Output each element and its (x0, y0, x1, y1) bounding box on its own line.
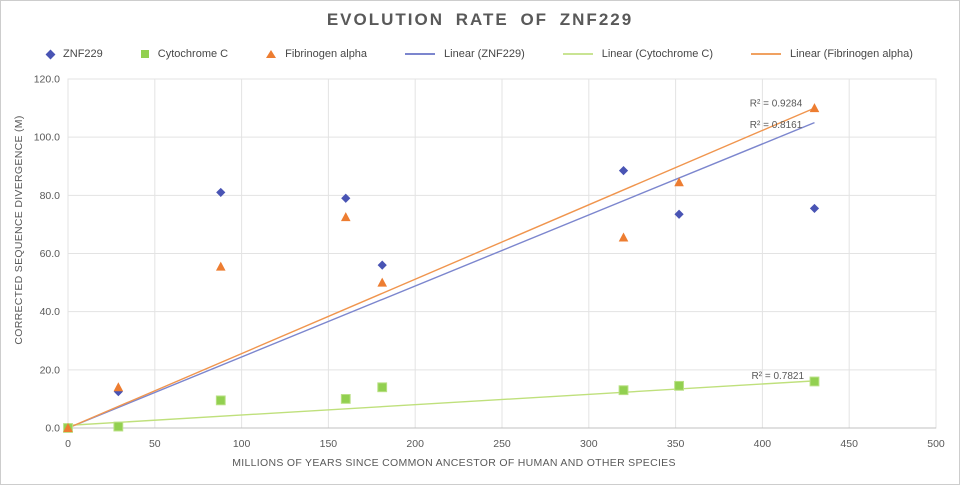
x-tick-label: 100 (233, 438, 251, 450)
x-tick-label: 350 (667, 438, 685, 450)
y-tick-label: 100.0 (34, 132, 60, 144)
x-tick-label: 0 (65, 438, 71, 450)
trendline-linear-znf229 (67, 121, 815, 429)
data-point-triangle (340, 212, 351, 222)
data-point-square (377, 382, 388, 393)
x-tick-label: 150 (320, 438, 338, 450)
data-point-square (113, 421, 124, 432)
data-point-diamond (809, 203, 820, 214)
x-tick-label: 50 (149, 438, 161, 450)
data-point-diamond (113, 387, 123, 397)
legend-item-fibrinogen-alpha[interactable]: Fibrinogen alpha (266, 48, 367, 60)
tick-labels: 0 50 100 150 200 250 300 350 400 450 500 0.0 20.0 40.… (34, 74, 945, 451)
trendline-linear-cytochrome-c (67, 380, 815, 427)
r2-label: R² = 0.9284 (750, 99, 803, 110)
legend-label: Linear (Cytochrome C) (601, 48, 714, 60)
legend-item-linear-znf229[interactable]: Linear (ZNF229) (405, 48, 525, 60)
data-point-square (340, 394, 351, 404)
data-point-triangle (63, 423, 73, 432)
y-tick-label: 0.0 (45, 423, 60, 435)
x-axis-title: MILLIONS OF YEARS SINCE COMMON ANCESTOR … (232, 457, 676, 469)
r2-label: R² = 0.8161 (750, 120, 803, 131)
chart-title: EVOLUTION RATE OF ZNF229 (326, 10, 634, 29)
data-point-diamond (618, 166, 629, 176)
series-znf229 (63, 166, 820, 433)
gridlines (67, 78, 937, 429)
legend-square-icon (140, 50, 149, 58)
x-tick-label: 500 (927, 438, 945, 450)
x-tick-label: 450 (840, 438, 858, 450)
data-point-square (215, 395, 226, 406)
data-point-diamond (377, 260, 387, 270)
series-cytochrome-c (63, 376, 820, 433)
y-tick-label: 40.0 (40, 306, 61, 318)
legend-item-linear-cytochrome-c[interactable]: Linear (Cytochrome C) (562, 48, 714, 60)
data-point-diamond (341, 193, 351, 203)
x-tick-label: 250 (493, 438, 511, 450)
data-point-triangle (674, 177, 684, 187)
legend-line-icon (405, 53, 436, 55)
legend-triangle-icon (266, 50, 277, 58)
legend-item-linear-fibrinogen-alpha[interactable]: Linear (Fibrinogen alpha) (751, 48, 913, 60)
x-tick-label: 200 (406, 438, 424, 450)
legend-label: Fibrinogen alpha (285, 48, 368, 60)
data-point-triangle (215, 261, 226, 271)
legend-item-znf229[interactable]: ZNF229 (45, 48, 103, 60)
data-point-triangle (113, 382, 124, 392)
data-point-square (809, 376, 820, 387)
data-point-triangle (809, 103, 820, 113)
y-tick-label: 20.0 (40, 364, 61, 376)
r2-label: R² = 0.7821 (752, 371, 805, 382)
legend-label: Linear (Fibrinogen alpha) (790, 48, 913, 60)
data-point-square (674, 380, 684, 391)
x-tick-label: 300 (580, 438, 598, 450)
legend-line-icon (562, 53, 593, 55)
data-point-diamond (674, 209, 684, 219)
y-tick-label: 80.0 (40, 190, 61, 202)
legend-item-cytochrome-c[interactable]: Cytochrome C (140, 48, 229, 60)
legend-label: ZNF229 (63, 48, 103, 60)
legend-label: Linear (ZNF229) (444, 48, 525, 60)
data-point-triangle (618, 232, 629, 242)
data-point-diamond (216, 187, 226, 198)
y-axis-title: CORRECTED SEQUENCE DIVERGENCE (M) (13, 115, 25, 345)
y-tick-label: 120.0 (34, 74, 60, 86)
chart-legend: ZNF229 Cytochrome C Fibrinogen alpha Linear… (0, 45, 960, 63)
y-tick-label: 60.0 (40, 248, 61, 260)
legend-line-icon (751, 53, 782, 55)
data-point-triangle (377, 277, 388, 287)
x-tick-label: 400 (754, 438, 772, 450)
series-fibrinogen-alpha (63, 103, 820, 432)
legend-label: Cytochrome C (157, 48, 229, 60)
trendline-linear-fibrinogen-alpha (67, 107, 815, 429)
data-point-square (618, 385, 629, 396)
